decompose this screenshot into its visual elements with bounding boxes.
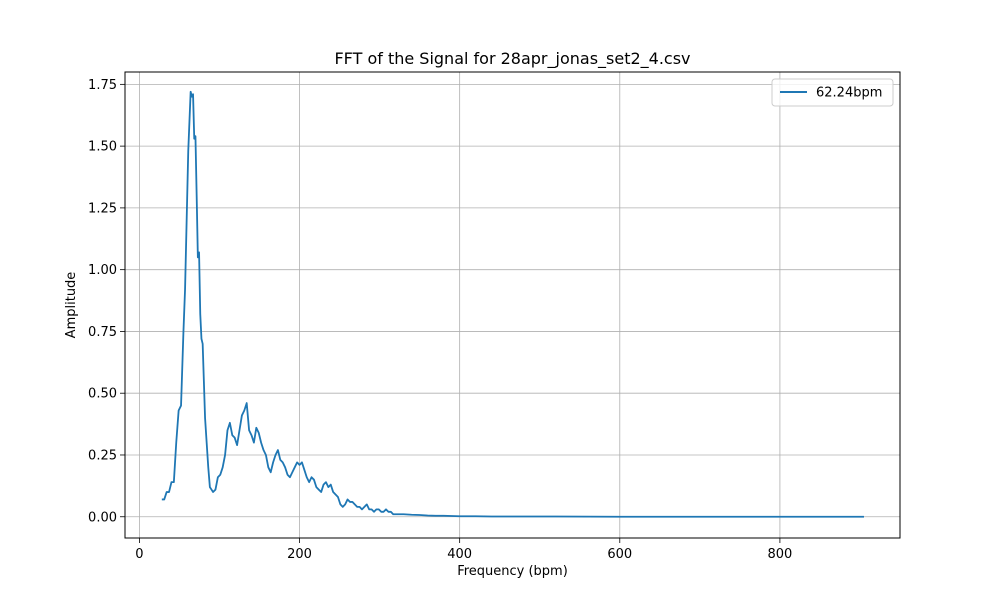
- x-tick-label: 400: [447, 547, 472, 562]
- x-axis-label: Frequency (bpm): [457, 564, 568, 579]
- legend: 62.24bpm: [771, 78, 894, 107]
- series-line-0: [161, 90, 864, 518]
- y-tick-label: 1.25: [88, 201, 117, 216]
- y-tick-label: 1.75: [88, 78, 117, 93]
- axis-ticks: 0 200 400 600 800 0.00 0.25 0.50 0.75 1.00 1.25 1.5…: [88, 78, 792, 562]
- chart-title: FFT of the Signal for 28apr_jonas_set2_4…: [334, 49, 690, 69]
- y-tick-label: 0.25: [88, 448, 117, 463]
- y-tick-label: 0.00: [88, 510, 117, 525]
- plot-frame: [124, 71, 901, 539]
- x-tick-label: 0: [135, 547, 143, 562]
- plot-area: [125, 72, 900, 538]
- x-tick-label: 200: [287, 547, 312, 562]
- x-tick-label: 600: [607, 547, 632, 562]
- y-tick-label: 0.75: [88, 325, 117, 340]
- y-tick-label: 1.00: [88, 263, 117, 278]
- y-tick-label: 0.50: [88, 387, 117, 402]
- y-tick-label: 1.50: [88, 140, 117, 155]
- x-tick-label: 800: [767, 547, 792, 562]
- y-axis-label: Amplitude: [64, 272, 79, 339]
- series-layer: [161, 90, 864, 518]
- legend-box: [771, 78, 894, 107]
- legend-entry-label: 62.24bpm: [816, 86, 882, 101]
- grid-lines: [125, 72, 900, 538]
